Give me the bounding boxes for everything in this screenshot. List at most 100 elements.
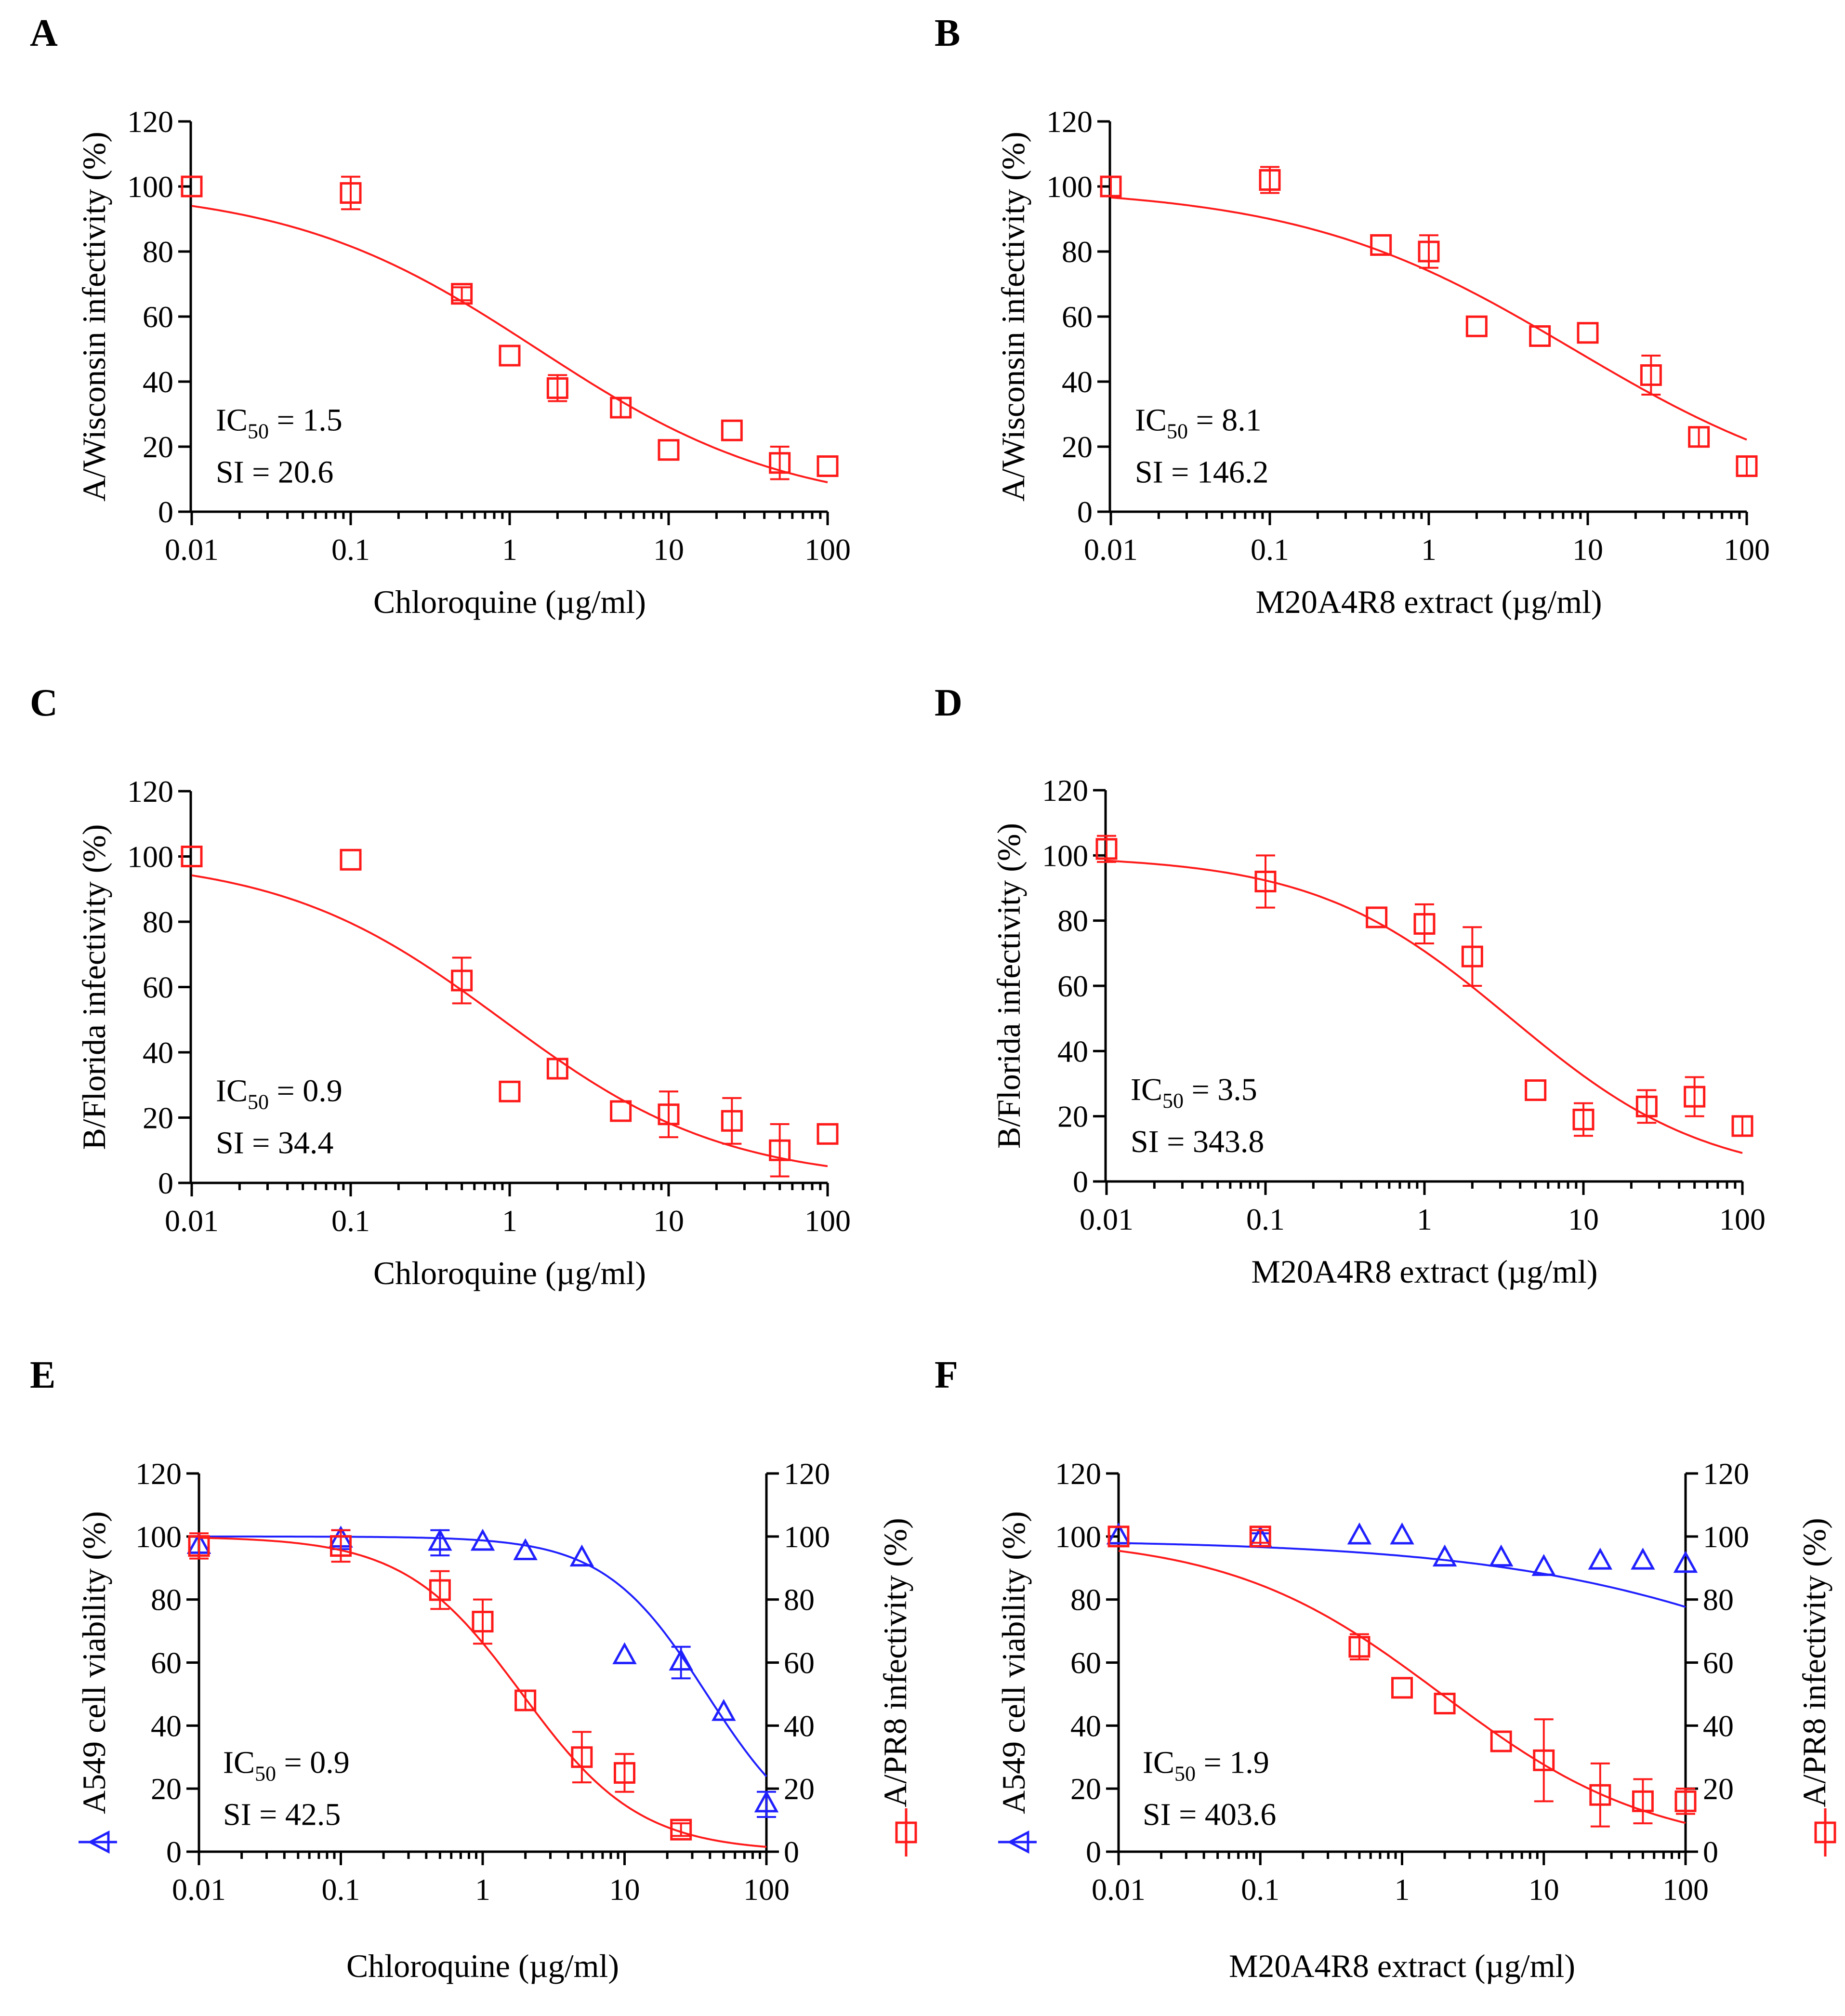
annotation: IC50 = 0.9 SI = 34.4	[216, 1074, 343, 1161]
data-point	[1348, 1636, 1371, 1658]
data-point	[769, 1139, 791, 1161]
x-tick-label: 1	[1421, 532, 1436, 567]
panel-label: D	[935, 682, 962, 724]
x-tick-label: 100	[1662, 1872, 1709, 1907]
ic-subscript: 50	[255, 1762, 276, 1785]
data-point	[1249, 1525, 1271, 1548]
data-point	[1106, 1522, 1131, 1545]
data-point	[817, 455, 839, 477]
data-point	[330, 1535, 352, 1557]
data-point	[571, 1746, 593, 1768]
data-point	[1525, 1079, 1547, 1101]
chart-panel-D: D 0 20 40 60 80 100 120 0.01 0.1 1 10 100 M20A4R8 ext…	[935, 682, 1766, 1290]
y-tick-label: 20	[1062, 430, 1093, 464]
annotation: IC50 = 1.9 SI = 403.6	[1143, 1745, 1276, 1832]
y2-tick-label: 60	[1703, 1646, 1734, 1680]
fit-curve	[1118, 1542, 1686, 1608]
data-point	[1635, 1095, 1658, 1117]
data-point	[1100, 175, 1122, 198]
y-tick-label: 20	[151, 1772, 182, 1806]
y-axis-label: A/Wisconsin infectivity (%)	[76, 132, 112, 502]
ic-subscript: 50	[1174, 1762, 1196, 1785]
y-tick-label: 60	[1057, 969, 1088, 1003]
x-tick-label: 0.1	[331, 532, 370, 567]
data-point	[670, 1818, 692, 1841]
fit-curve	[1110, 196, 1747, 441]
x-tick-label: 0.1	[331, 1204, 370, 1238]
data-point	[1366, 906, 1388, 928]
data-point	[1533, 1749, 1555, 1771]
ic-subscript: 50	[248, 419, 269, 443]
y-tick-label: 120	[127, 774, 173, 809]
y-tick-label: 80	[1057, 904, 1088, 938]
y-tick-label: 80	[1070, 1583, 1101, 1617]
data-point	[499, 345, 521, 367]
y2-tick-label: 60	[784, 1646, 815, 1680]
y-tick-label: 0	[1073, 1165, 1088, 1199]
x-tick-label: 1	[475, 1872, 490, 1907]
y-tick-label: 0	[158, 495, 173, 529]
x-tick-label: 10	[1529, 1872, 1559, 1907]
ic-label: IC	[1143, 1745, 1174, 1780]
x-tick-label: 100	[1724, 532, 1770, 567]
data-point	[499, 1080, 521, 1102]
series-infectivity	[188, 1529, 767, 1848]
x-tick-label: 0.1	[1251, 532, 1289, 567]
y2-tick-label: 20	[784, 1772, 815, 1806]
ic-value: = 0.9	[276, 1745, 350, 1780]
ic50-label: IC50 = 1.5	[216, 402, 343, 443]
si-label: SI = 34.4	[216, 1126, 333, 1161]
x-axis-label: M20A4R8 extract (µg/ml)	[1229, 1948, 1575, 1984]
data-point	[1572, 1108, 1595, 1130]
ic-label: IC	[216, 402, 248, 438]
x-tick-label: 1	[502, 1204, 517, 1238]
y2-tick-label: 80	[784, 1583, 815, 1617]
series-infectivity	[1107, 1525, 1697, 1828]
x-tick-label: 100	[743, 1872, 790, 1907]
y-tick-label: 100	[127, 840, 173, 874]
panel-label: A	[30, 12, 58, 54]
data-point	[721, 1110, 743, 1132]
ic-value: = 1.9	[1196, 1745, 1269, 1780]
y2-axis-label: A/PR8 infectivity (%)	[877, 1518, 913, 1807]
data-point	[1434, 1693, 1456, 1715]
ic50-label: IC50 = 0.9	[223, 1745, 350, 1785]
y-tick-label: 80	[143, 235, 173, 269]
y-tick-label: 60	[143, 300, 173, 334]
data-point	[546, 377, 568, 399]
data-point	[1095, 838, 1118, 860]
data-point	[712, 1699, 736, 1721]
series-infectivity	[181, 175, 839, 483]
si-label: SI = 20.6	[216, 454, 333, 490]
x-tick-label: 1	[1395, 1872, 1410, 1907]
annotation: IC50 = 3.5 SI = 343.8	[1131, 1072, 1264, 1159]
panel-label: E	[30, 1354, 55, 1396]
data-point	[1391, 1677, 1413, 1699]
data-point	[1370, 234, 1392, 256]
y2-tick-label: 120	[1703, 1457, 1749, 1491]
data-point	[340, 849, 362, 871]
data-point	[181, 846, 203, 867]
data-point	[188, 1535, 210, 1557]
si-label: SI = 146.2	[1135, 454, 1268, 490]
x-tick-label: 0.1	[1241, 1872, 1279, 1907]
x-axis-label: M20A4R8 extract (µg/ml)	[1251, 1253, 1597, 1290]
data-point	[451, 283, 473, 305]
y-tick-label: 80	[151, 1583, 182, 1617]
y-tick-label: 0	[166, 1835, 182, 1869]
y-axis-label: B/Florida infectivity (%)	[76, 824, 112, 1150]
data-point	[658, 439, 680, 461]
y-tick-label: 120	[1042, 773, 1088, 808]
panel-label: B	[935, 12, 960, 54]
y2-tick-label: 100	[1703, 1520, 1749, 1554]
data-point	[1531, 1554, 1556, 1576]
y-tick-label: 60	[143, 970, 173, 1005]
fit-curve	[199, 1535, 767, 1777]
y-axis-label: A549 cell viability (%)	[995, 1511, 1032, 1814]
annotation: IC50 = 0.9 SI = 42.5	[223, 1745, 350, 1832]
y-tick-label: 40	[1057, 1034, 1088, 1068]
ic-value: = 1.5	[269, 402, 343, 438]
y-tick-label: 100	[127, 170, 173, 204]
y-tick-label: 40	[143, 1035, 173, 1070]
data-point	[429, 1579, 451, 1601]
